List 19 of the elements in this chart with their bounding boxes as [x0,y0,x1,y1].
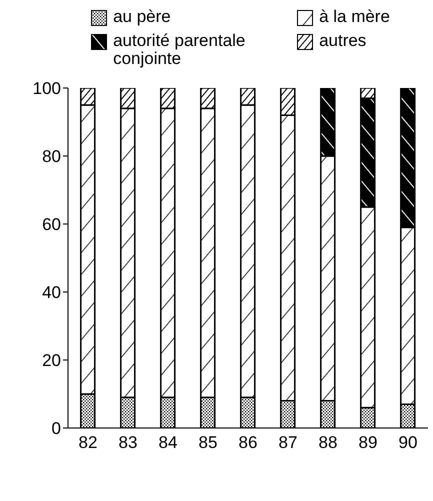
x-tick-label: 82 [78,433,98,452]
y-tick-label: 40 [42,283,61,302]
y-tick-label: 20 [42,351,61,370]
y-tick-label: 80 [42,147,61,166]
legend-label: autorité parentale conjointe [113,31,246,68]
x-tick-label: 90 [398,433,418,452]
x-tick-label: 88 [318,433,338,452]
legend-label: autres [319,31,366,50]
legend-label: à la mère [319,7,390,26]
x-tick-label: 86 [238,433,258,452]
y-tick-label: 60 [42,215,61,234]
y-tick-label: 0 [52,419,61,438]
legend-label: au père [113,7,171,26]
y-tick-label: 100 [32,79,61,98]
x-tick-label: 84 [158,433,178,452]
x-tick-label: 89 [358,433,378,452]
x-tick-label: 85 [198,433,218,452]
x-tick-label: 83 [118,433,138,452]
x-tick-label: 87 [278,433,298,452]
